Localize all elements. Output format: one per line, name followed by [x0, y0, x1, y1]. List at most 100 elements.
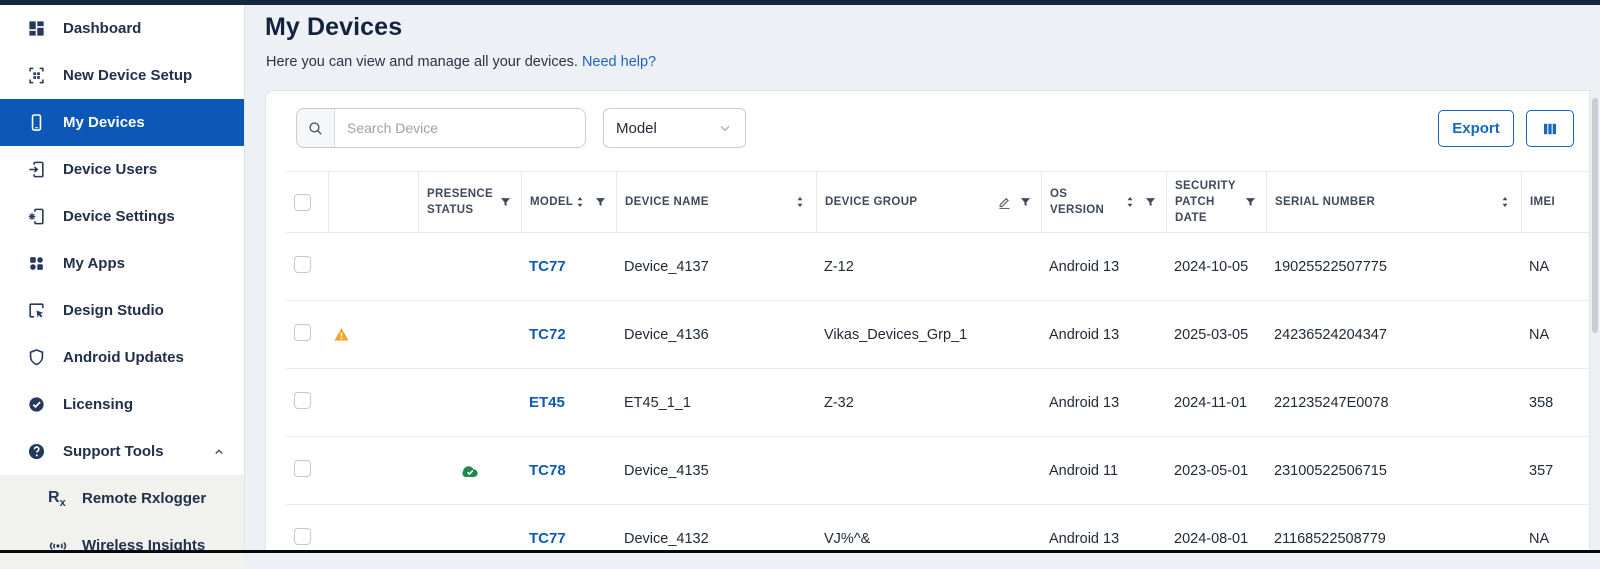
edit-icon[interactable]	[997, 195, 1012, 210]
device-model-link[interactable]: TC77	[529, 258, 566, 275]
badge-check-icon	[27, 395, 46, 414]
antenna-icon	[48, 536, 68, 556]
column-settings-button[interactable]	[1526, 110, 1574, 147]
column-header-os-version: OS VERSION	[1041, 172, 1166, 232]
column-header-device-name: DEVICE NAME	[616, 172, 816, 232]
bottom-window-strip	[0, 550, 1600, 553]
sidebar-item-android-updates[interactable]: Android Updates	[0, 334, 244, 381]
devices-table: PRESENCE STATUS MODEL DEVICE NAME DEVICE GR…	[286, 171, 1600, 553]
row-checkbox[interactable]	[294, 528, 311, 545]
rx-icon: Rx	[48, 488, 66, 509]
chevron-up-icon[interactable]	[212, 445, 226, 459]
filter-icon[interactable]	[1244, 196, 1257, 209]
sidebar-subitem-label: Wireless Insights	[82, 537, 206, 554]
imei-cell: NA	[1529, 258, 1550, 275]
device-name-cell: Device_4135	[624, 462, 709, 479]
cloud-check-icon	[459, 460, 481, 482]
device-group-cell: Vikas_Devices_Grp_1	[824, 326, 968, 343]
column-label: SERIAL NUMBER	[1275, 195, 1376, 208]
security-patch-cell: 2023-05-01	[1174, 462, 1249, 479]
device-search	[296, 108, 586, 148]
columns-icon	[1541, 120, 1559, 138]
table-row: TC78 Device_4135 Android 11 2023-05-01 2…	[286, 437, 1600, 505]
security-patch-cell: 2024-11-01	[1174, 394, 1248, 411]
sidebar-item-label: Support Tools	[63, 443, 164, 460]
apps-icon	[27, 254, 46, 273]
table-header-row: PRESENCE STATUS MODEL DEVICE NAME DEVICE GR…	[286, 171, 1600, 233]
top-window-strip	[0, 0, 1600, 5]
column-header-alert	[328, 172, 418, 232]
sidebar-item-label: Design Studio	[63, 302, 164, 319]
device-model-link[interactable]: ET45	[529, 394, 565, 411]
column-header-imei: IMEI	[1521, 172, 1600, 232]
filter-icon[interactable]	[1144, 196, 1157, 209]
device-users-icon	[27, 160, 46, 179]
row-checkbox[interactable]	[294, 460, 311, 477]
need-help-link[interactable]: Need help?	[581, 54, 657, 70]
row-checkbox[interactable]	[294, 392, 311, 409]
os-version-cell: Android 13	[1049, 326, 1120, 343]
table-row: TC77 Device_4137 Z-12 Android 13 2024-10…	[286, 233, 1600, 301]
sidebar-item-label: Device Settings	[63, 208, 175, 225]
model-filter-select[interactable]: Model	[603, 108, 746, 148]
filter-icon[interactable]	[1019, 196, 1032, 209]
model-filter-label: Model	[616, 119, 657, 137]
device-model-link[interactable]: TC77	[529, 530, 566, 547]
sort-icon[interactable]	[1498, 195, 1512, 209]
sidebar-item-design-studio[interactable]: Design Studio	[0, 287, 244, 334]
device-name-cell: Device_4136	[624, 326, 709, 343]
serial-number-cell: 23100522506715	[1274, 462, 1387, 479]
vertical-scrollbar[interactable]	[1589, 90, 1600, 550]
help-circle-icon	[27, 442, 46, 461]
column-header-serial-number: SERIAL NUMBER	[1266, 172, 1521, 232]
sidebar-item-label: Licensing	[63, 396, 134, 413]
sort-icon[interactable]	[1123, 195, 1137, 209]
sidebar-item-my-devices[interactable]: My Devices	[0, 99, 244, 146]
chevron-down-icon	[717, 120, 733, 136]
sidebar-item-licensing[interactable]: Licensing	[0, 381, 244, 428]
shield-icon	[27, 348, 46, 367]
column-header-device-group: DEVICE GROUP	[816, 172, 1041, 232]
phone-icon	[27, 113, 46, 132]
sidebar-subitem-wireless-insights[interactable]: Wireless Insights	[0, 522, 244, 569]
sidebar-item-dashboard[interactable]: Dashboard	[0, 5, 244, 52]
warning-icon	[333, 326, 418, 343]
filter-icon[interactable]	[594, 196, 607, 209]
sidebar-item-label: New Device Setup	[63, 67, 193, 84]
sidebar-item-my-apps[interactable]: My Apps	[0, 240, 244, 287]
sidebar-item-label: My Apps	[63, 255, 125, 272]
table-row: ET45 ET45_1_1 Z-32 Android 13 2024-11-01…	[286, 369, 1600, 437]
device-name-cell: Device_4137	[624, 258, 709, 275]
row-checkbox[interactable]	[294, 256, 311, 273]
sort-icon[interactable]	[793, 195, 807, 209]
scrollbar-thumb[interactable]	[1592, 98, 1598, 333]
sidebar-item-support-tools[interactable]: Support Tools	[0, 428, 244, 475]
serial-number-cell: 19025522507775	[1274, 258, 1387, 275]
column-label: IMEI	[1530, 195, 1556, 208]
column-header-presence-status: PRESENCE STATUS	[418, 172, 521, 232]
filter-icon[interactable]	[499, 196, 512, 209]
sidebar-item-label: My Devices	[63, 114, 145, 131]
row-checkbox[interactable]	[294, 324, 311, 341]
sidebar-item-device-users[interactable]: Device Users	[0, 146, 244, 193]
select-all-checkbox[interactable]	[294, 193, 311, 211]
device-name-cell: ET45_1_1	[624, 394, 691, 411]
os-version-cell: Android 11	[1049, 462, 1119, 479]
search-icon	[297, 109, 335, 147]
device-model-link[interactable]: TC78	[529, 462, 566, 479]
qr-code-icon	[27, 66, 46, 85]
sidebar-item-device-settings[interactable]: Device Settings	[0, 193, 244, 240]
column-label: DEVICE NAME	[625, 195, 709, 208]
column-label: OS VERSION	[1050, 187, 1105, 216]
sidebar-item-label: Device Users	[63, 161, 158, 178]
device-name-cell: Device_4132	[624, 530, 709, 547]
sidebar-item-new-device-setup[interactable]: New Device Setup	[0, 52, 244, 99]
security-patch-cell: 2024-08-01	[1174, 530, 1249, 547]
page-title: My Devices	[265, 13, 403, 41]
export-button[interactable]: Export	[1438, 110, 1514, 147]
search-input[interactable]	[335, 109, 585, 147]
sidebar-subitem-remote-rxlogger[interactable]: Rx Remote Rxlogger	[0, 475, 244, 522]
serial-number-cell: 221235247E0078	[1274, 394, 1389, 411]
device-model-link[interactable]: TC72	[529, 326, 566, 343]
sort-icon[interactable]	[573, 195, 587, 209]
